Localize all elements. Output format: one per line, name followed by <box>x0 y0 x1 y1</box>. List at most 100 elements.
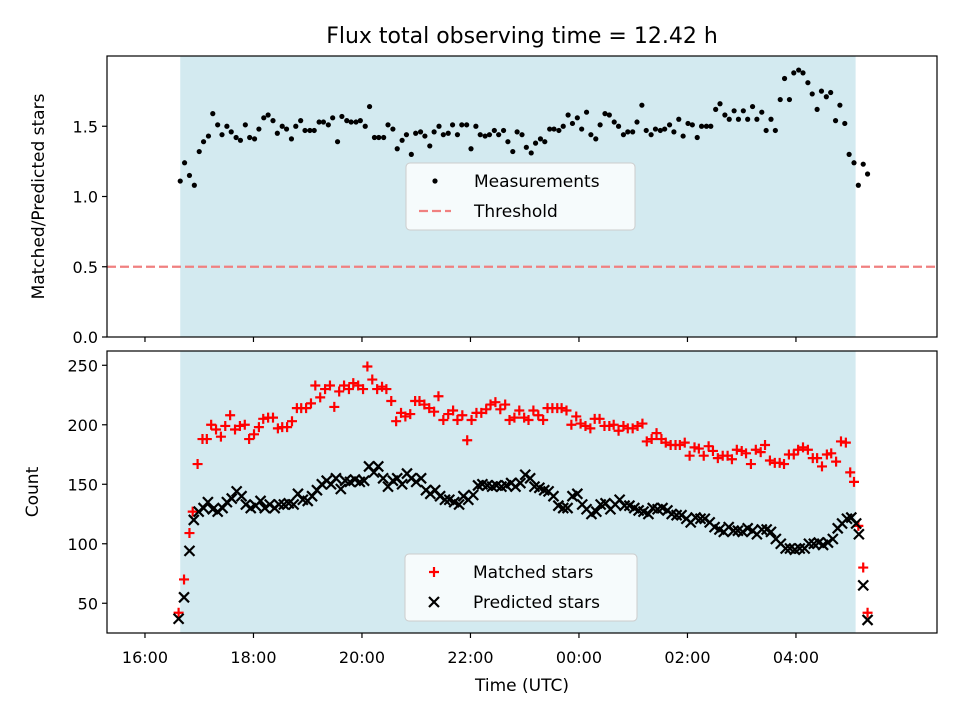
measurement-point <box>186 172 193 179</box>
matched-star-point <box>760 440 771 450</box>
measurement-point <box>205 133 212 139</box>
measurement-point <box>413 130 419 136</box>
measurement-point <box>330 115 336 121</box>
matched-star-point <box>305 398 316 409</box>
measurement-point <box>657 127 663 134</box>
measurement-point <box>376 134 382 141</box>
measurement-point <box>464 122 470 128</box>
xtick-label: 00:00 <box>556 648 602 667</box>
measurement-point <box>643 127 649 134</box>
matched-star-point <box>206 419 217 430</box>
matched-star-point <box>386 395 397 406</box>
matched-star-point <box>215 431 226 442</box>
measurement-point <box>542 139 548 145</box>
measurement-point <box>639 102 645 108</box>
measurement-point <box>371 134 378 141</box>
predicted-star-point <box>415 472 427 485</box>
measurement-point <box>547 126 553 132</box>
predicted-star-point <box>547 490 560 502</box>
matched-star-point <box>679 437 690 448</box>
measurement-point <box>846 151 852 157</box>
measurement-point <box>251 136 258 142</box>
predicted-star-point <box>377 472 389 485</box>
measurement-point <box>551 126 557 132</box>
matched-star-point <box>707 445 718 456</box>
matched-star-point <box>514 405 525 416</box>
measurement-point <box>671 129 677 135</box>
top-ytick-label: 0.5 <box>73 258 98 277</box>
measurement-point <box>403 132 410 138</box>
matched-star-point <box>282 422 293 433</box>
matched-star-point <box>731 444 742 455</box>
predicted-star-point <box>254 495 267 507</box>
matched-star-point <box>849 476 859 487</box>
predicted-star-point <box>372 460 385 473</box>
matched-star-point <box>433 391 444 402</box>
measurement-point <box>800 70 806 76</box>
measurement-point <box>528 150 534 156</box>
measurement-point <box>615 123 622 129</box>
predicted-star-point <box>642 508 655 520</box>
measurement-point <box>381 134 387 141</box>
predicted-star-point <box>850 517 862 530</box>
predicted-star-point <box>694 512 707 525</box>
xtick-label: 16:00 <box>122 648 168 667</box>
measurement-point <box>685 120 691 127</box>
measurement-point <box>832 118 839 124</box>
measurement-point <box>680 133 686 139</box>
matched-star-point <box>462 435 473 446</box>
measurement-point <box>422 133 428 139</box>
predicted-star-point <box>330 472 342 485</box>
matched-star-point <box>343 384 354 395</box>
matched-star-point <box>651 428 662 439</box>
bottom-legend-label: Matched stars <box>473 563 593 583</box>
matched-star-point <box>594 413 605 424</box>
matched-star-point <box>362 361 373 372</box>
measurement-point <box>233 134 239 141</box>
measurement-point <box>583 109 590 115</box>
matched-star-point <box>457 410 468 421</box>
xtick-label: 02:00 <box>664 648 710 667</box>
measurement-point <box>215 122 221 128</box>
matched-star-point <box>452 415 463 426</box>
measurement-point <box>823 94 829 100</box>
measurement-point <box>634 119 640 125</box>
bottom-legend-label: Predicted stars <box>473 593 600 613</box>
matched-star-point <box>509 412 520 423</box>
measurement-point <box>666 122 673 128</box>
matched-star-point <box>324 380 335 391</box>
measurement-point <box>362 123 368 129</box>
matched-star-point <box>858 562 869 573</box>
measurement-point <box>307 127 313 134</box>
measurement-point <box>500 127 507 134</box>
matched-star-point <box>334 386 345 397</box>
measurement-point <box>496 132 502 138</box>
predicted-star-point <box>183 545 196 557</box>
bottom-ytick-label: 100 <box>67 535 98 554</box>
matched-star-point <box>693 443 704 454</box>
matched-star-point <box>646 434 657 445</box>
legend-measurements-marker <box>432 178 438 184</box>
predicted-star-point <box>803 537 815 550</box>
predicted-star-point <box>225 492 238 505</box>
measurement-point <box>228 129 234 135</box>
measurement-point <box>574 115 580 121</box>
predicted-star-point <box>861 614 874 626</box>
predicted-star-point <box>853 528 865 541</box>
matched-star-point <box>258 413 269 424</box>
measurement-point <box>390 126 396 132</box>
matched-star-point <box>500 399 511 410</box>
matched-star-point <box>187 506 198 517</box>
predicted-star-point <box>368 466 380 479</box>
measurement-point <box>454 132 461 138</box>
measurement-point <box>851 160 857 166</box>
predicted-star-point <box>202 496 214 508</box>
bottom-ytick-label: 200 <box>67 416 98 435</box>
predicted-star-point <box>235 490 248 502</box>
matched-star-point <box>840 437 851 448</box>
matched-star-point <box>608 419 619 430</box>
matched-star-point <box>358 384 369 395</box>
matched-star-point <box>698 450 709 461</box>
bottom-ytick-label: 150 <box>67 475 98 494</box>
bottom-ylabel: Count <box>23 466 43 517</box>
